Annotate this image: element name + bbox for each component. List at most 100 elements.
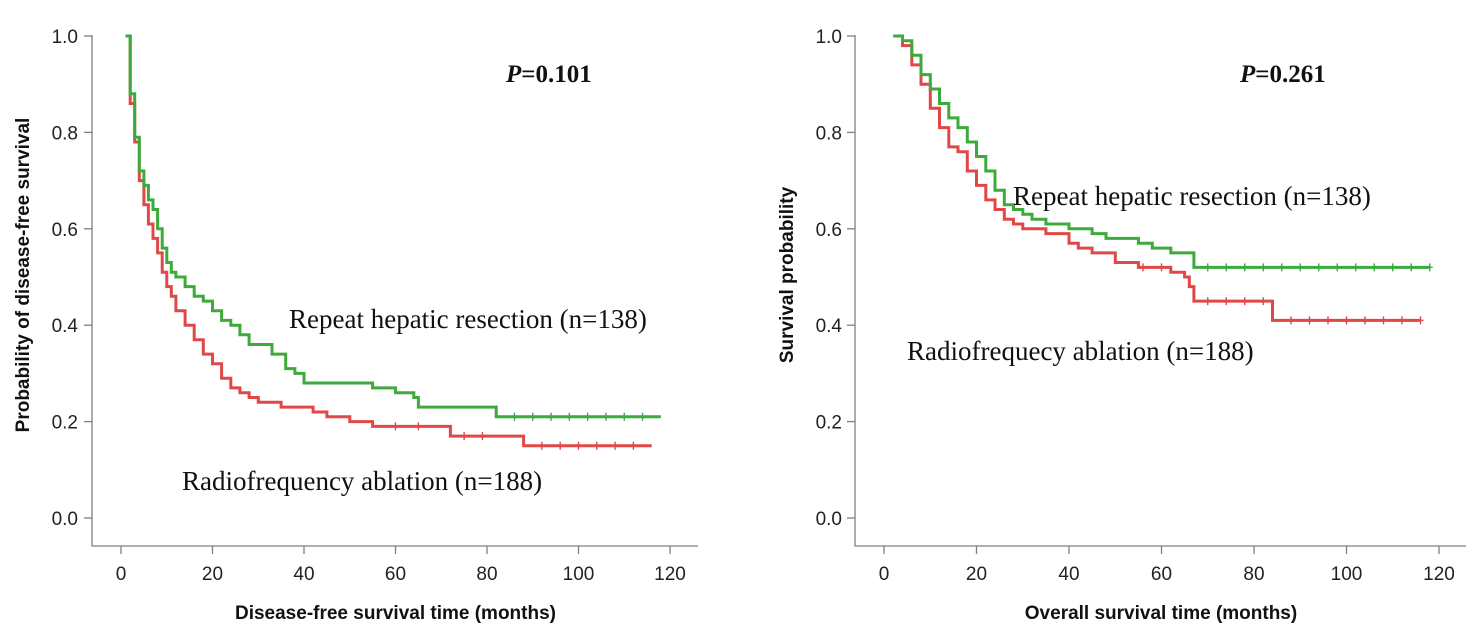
right-y-axis-title: Survival probability (777, 186, 798, 363)
left-ytick-2: 0.4 (52, 316, 79, 337)
right-censor-mark-resection (1352, 263, 1359, 272)
right-censor-mark-rfa (1204, 297, 1211, 306)
right-censor-mark-resection (1297, 263, 1304, 272)
right-censor-mark-resection (1260, 263, 1267, 272)
right-censor-mark-resection (1389, 263, 1396, 272)
right-p-number: =0.261 (1255, 61, 1326, 88)
right-curve-resection (893, 34, 1430, 269)
left-xtick-4: 80 (476, 564, 497, 585)
left-p-value: P=0.101 (505, 61, 592, 88)
right-xtick-5: 100 (1331, 564, 1363, 585)
left-censor-mark-rfa (593, 441, 600, 450)
left-xtick-2: 40 (293, 564, 314, 585)
right-censor-mark-rfa (1140, 263, 1146, 272)
right-censor-mark-resection (1278, 263, 1285, 272)
right-ytick-0: 0.0 (816, 509, 842, 530)
right-censor-mark-resection (1426, 263, 1433, 272)
right-censor-mark-rfa (1417, 316, 1424, 325)
right-x-axis-title: Overall survival time (months) (1025, 603, 1297, 624)
left-x-axis-title: Disease-free survival time (months) (235, 603, 556, 624)
left-x-tick-labels: 0 20 40 60 80 100 120 (116, 564, 686, 585)
right-curve-rfa (893, 34, 1421, 322)
left-censor-mark-rfa (612, 441, 619, 450)
right-censor-mark-rfa (1399, 316, 1405, 325)
left-ytick-0: 0.0 (52, 509, 78, 530)
right-censor-mark-rfa (1288, 316, 1294, 325)
right-y-axis (854, 35, 1466, 547)
left-xtick-0: 0 (116, 564, 127, 585)
left-censor-mark-rfa (575, 441, 582, 450)
left-censor-mark-resection (602, 412, 609, 421)
right-censor-mark-resection (1223, 263, 1230, 272)
left-censor-mark-rfa (557, 441, 564, 450)
right-y-ticks (847, 35, 855, 519)
left-y-ticks (84, 35, 92, 519)
right-censor-mark-rfa (1362, 316, 1368, 325)
right-x-tick-labels: 0 20 40 60 80 100 120 (879, 564, 1455, 585)
left-censor-mark-resection (529, 412, 536, 421)
right-p-label: P (1239, 61, 1256, 88)
right-censor-mark-rfa (1158, 263, 1165, 272)
left-ytick-3: 0.6 (52, 220, 78, 241)
left-censor-mark-rfa (479, 432, 486, 441)
left-ytick-1: 0.2 (52, 413, 78, 434)
left-p-label: P (505, 61, 522, 88)
left-censor-mark-resection (511, 412, 518, 421)
right-censor-mark-rfa (1325, 316, 1331, 325)
left-series-group (125, 34, 661, 450)
left-censor-mark-resection (584, 412, 591, 421)
right-xtick-2: 40 (1058, 564, 1079, 585)
left-xtick-6: 120 (654, 564, 686, 585)
right-chart: 0.0 0.2 0.4 0.6 0.8 1.0 0 20 40 60 80 10… (777, 27, 1466, 624)
right-label-rfa: Radiofrequecy ablation (n=188) (907, 336, 1254, 366)
left-label-rfa: Radiofrequency ablation (n=188) (182, 466, 542, 496)
left-y-tick-labels: 0.0 0.2 0.4 0.6 0.8 1.0 (52, 27, 79, 530)
right-label-resection: Repeat hepatic resection (n=138) (1013, 181, 1371, 211)
left-chart: 0.0 0.2 0.4 0.6 0.8 1.0 0 20 40 60 80 10… (13, 27, 698, 624)
right-xtick-3: 60 (1151, 564, 1172, 585)
left-curve-resection (125, 34, 661, 419)
left-censor-mark-rfa (461, 432, 468, 441)
right-censor-mark-resection (1241, 263, 1248, 272)
left-censor-mark-rfa (415, 422, 422, 431)
right-censor-mark-rfa (1343, 316, 1350, 325)
left-xtick-1: 20 (202, 564, 223, 585)
right-censor-mark-resection (1371, 263, 1378, 272)
right-censor-mark-rfa (1380, 316, 1387, 325)
left-censor-mark-resection (566, 412, 573, 421)
right-y-tick-labels: 0.0 0.2 0.4 0.6 0.8 1.0 (816, 27, 843, 530)
right-ytick-3: 0.6 (816, 220, 842, 241)
right-p-value: P=0.261 (1239, 61, 1326, 88)
right-ytick-4: 0.8 (816, 123, 842, 144)
left-censor-mark-resection (548, 412, 555, 421)
right-censor-mark-rfa (1223, 297, 1230, 306)
right-censor-mark-rfa (1306, 316, 1313, 325)
left-label-resection: Repeat hepatic resection (n=138) (289, 304, 647, 334)
right-xtick-6: 120 (1423, 564, 1455, 585)
right-x-ticks (883, 546, 1440, 554)
right-xtick-0: 0 (879, 564, 890, 585)
right-censor-mark-resection (1204, 263, 1211, 272)
left-censor-mark-rfa (392, 422, 399, 431)
right-censor-mark-resection (1334, 263, 1341, 272)
right-xtick-1: 20 (966, 564, 987, 585)
left-curve-rfa (125, 34, 652, 448)
right-censor-mark-resection (1408, 263, 1415, 272)
right-censor-mark-rfa (1241, 297, 1248, 306)
right-ytick-1: 0.2 (816, 413, 842, 434)
left-x-ticks (120, 546, 671, 554)
right-ytick-5: 1.0 (816, 27, 842, 48)
left-censor-mark-rfa (538, 441, 545, 450)
right-series-group (893, 34, 1433, 325)
left-y-axis (91, 35, 698, 547)
left-ytick-5: 1.0 (52, 27, 78, 48)
left-xtick-5: 100 (563, 564, 595, 585)
left-p-number: =0.101 (521, 61, 592, 88)
right-censor-mark-resection (1315, 263, 1322, 272)
left-censor-mark-resection (621, 412, 628, 421)
right-censor-mark-rfa (1260, 297, 1267, 306)
right-xtick-4: 80 (1243, 564, 1264, 585)
left-xtick-3: 60 (385, 564, 406, 585)
left-censor-mark-rfa (630, 441, 637, 450)
